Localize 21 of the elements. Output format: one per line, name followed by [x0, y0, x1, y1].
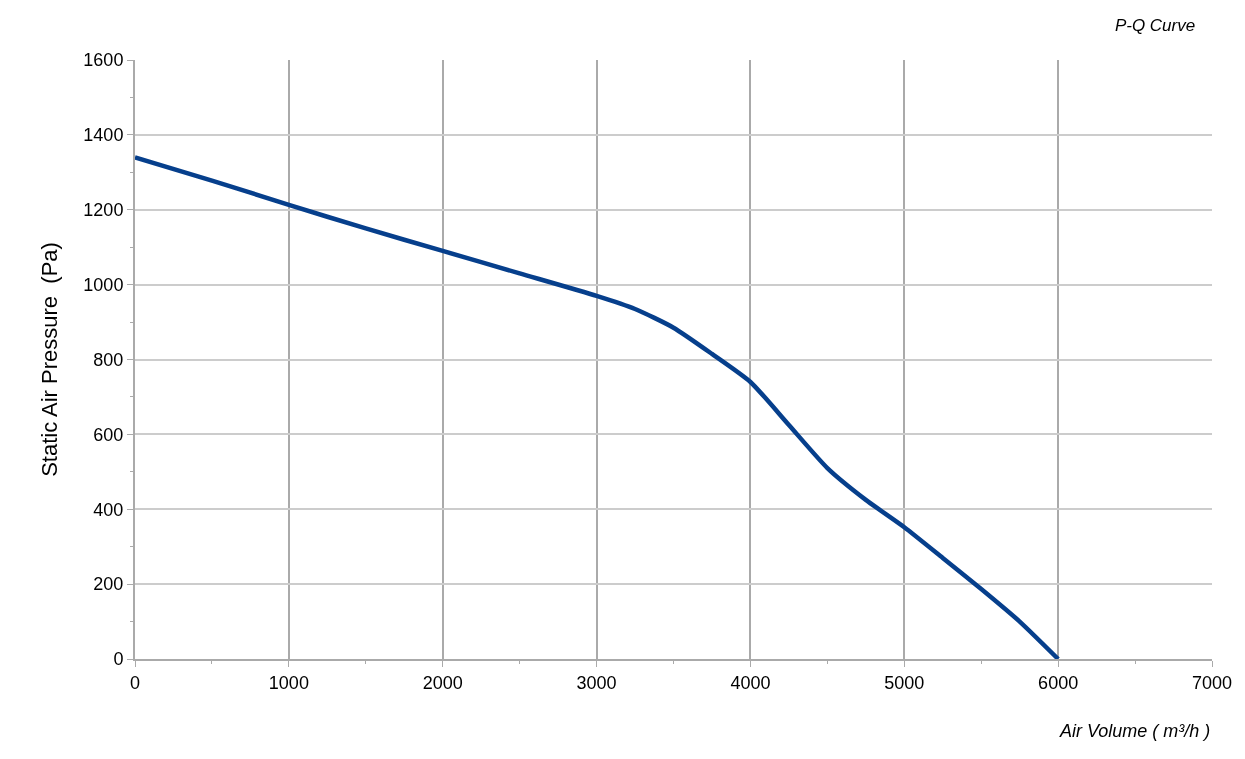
x-tick-label: 4000 [730, 672, 771, 693]
y-tick-label: 200 [93, 574, 124, 595]
x-tick-label: 2000 [422, 672, 463, 693]
y-axis-title: Static Air Pressure (Pa) [36, 242, 62, 477]
y-tick-label: 1200 [83, 200, 124, 221]
x-tick-label: 5000 [884, 672, 925, 693]
y-tick-label: 1000 [83, 274, 124, 295]
line-series [135, 155, 1061, 659]
x-tick-label: 7000 [1191, 672, 1233, 693]
x-axis-title: Air Volume ( m³/h ) [1059, 721, 1211, 741]
chart-title: P-Q Curve [1114, 15, 1196, 35]
x-tick-label: 6000 [1038, 672, 1079, 693]
y-tick-label: 0 [113, 649, 124, 670]
y-tick-label: 400 [93, 499, 124, 520]
y-tick-label: 800 [93, 349, 124, 370]
y-tick-label: 1600 [83, 50, 124, 71]
y-tick-label: 1400 [83, 125, 124, 146]
x-tick-label: 0 [129, 672, 141, 693]
x-tick-label: 3000 [576, 672, 617, 693]
y-tick-label: 600 [93, 424, 124, 445]
x-tick-label: 1000 [268, 672, 309, 693]
